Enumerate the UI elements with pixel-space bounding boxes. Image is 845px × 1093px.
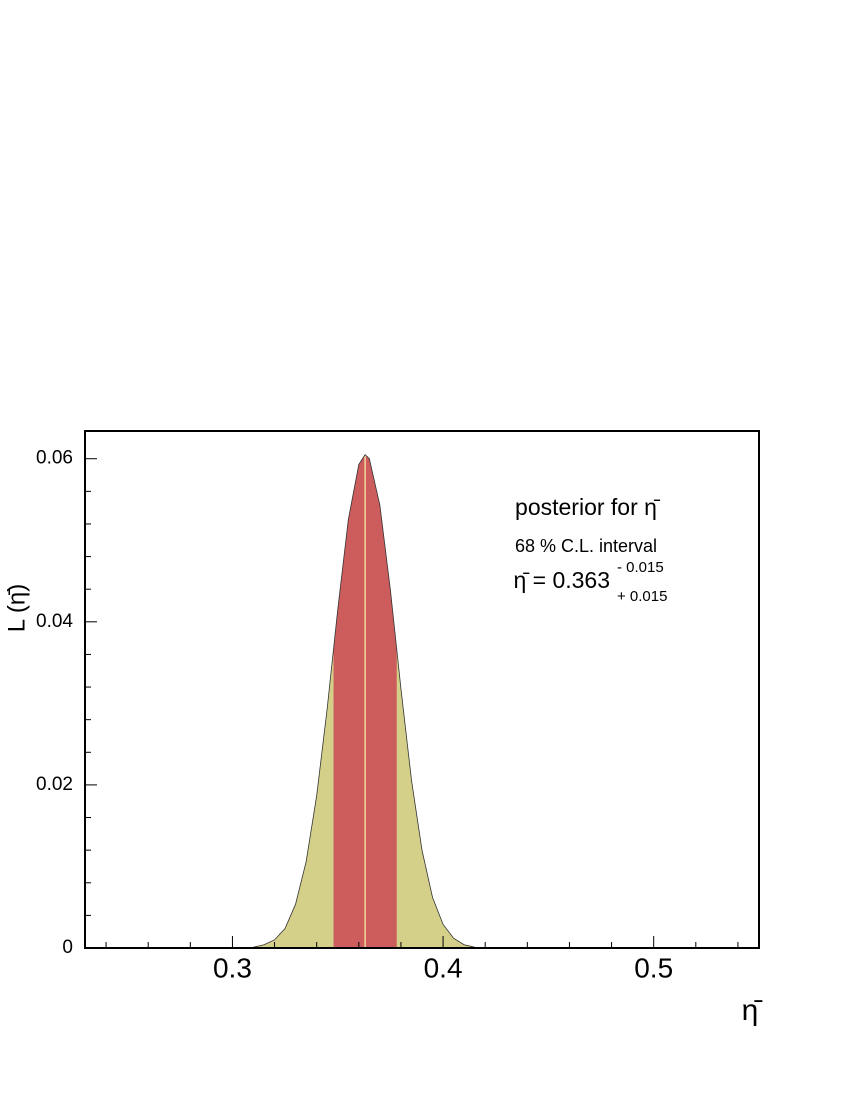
- y-tick-label: 0: [62, 937, 73, 958]
- plot-frame: [84, 430, 760, 949]
- x-tick-label: 0.5: [634, 952, 673, 983]
- annotation: - 0.015: [617, 559, 664, 576]
- x-axis-label: η̄: [742, 994, 764, 1027]
- x-tick-label: 0.3: [213, 952, 252, 983]
- x-tick-label: 0.4: [424, 952, 463, 983]
- y-tick-label: 0.04: [36, 611, 73, 632]
- chart-title: posterior for η̄: [515, 494, 661, 520]
- y-tick-label: 0.02: [36, 774, 73, 795]
- annotation: η̄ = 0.363: [513, 567, 610, 593]
- annotation: 68 % C.L. interval: [515, 536, 657, 556]
- y-axis-label: L (η̄): [3, 584, 30, 632]
- annotation: + 0.015: [617, 588, 667, 605]
- curve: [253, 454, 475, 948]
- y-tick-label: 0.06: [36, 448, 73, 469]
